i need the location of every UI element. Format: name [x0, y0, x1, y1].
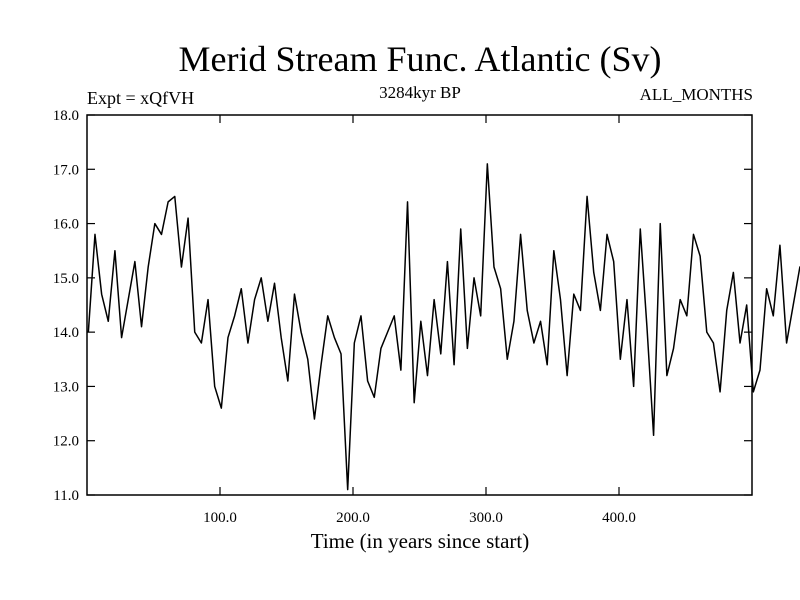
- y-tick-label: 13.0: [53, 379, 79, 395]
- axis-tick-labels: 11.0 12.0 13.0 14.0 15.0 16.0 17.0 18.0 100.0 200…: [53, 108, 636, 526]
- y-tick-label: 12.0: [53, 434, 79, 450]
- axis-ticks: [87, 114, 752, 496]
- period-label: 3284kyr BP: [379, 83, 461, 102]
- plot-frame: [86, 114, 753, 496]
- y-tick-label: 15.0: [53, 271, 79, 287]
- y-tick-label: 17.0: [53, 162, 79, 178]
- x-tick-label: 300.0: [469, 510, 503, 526]
- series-line: [87, 163, 800, 491]
- y-tick-label: 11.0: [53, 488, 79, 504]
- experiment-label: Expt = xQfVH: [87, 88, 194, 108]
- chart-title: Merid Stream Func. Atlantic (Sv): [179, 39, 662, 79]
- x-tick-label: 200.0: [336, 510, 370, 526]
- x-tick-label: 400.0: [602, 510, 636, 526]
- x-axis-label: Time (in years since start): [311, 529, 530, 553]
- x-tick-label: 100.0: [203, 510, 237, 526]
- y-tick-label: 18.0: [53, 108, 79, 124]
- months-label: ALL_MONTHS: [640, 85, 753, 104]
- y-tick-label: 14.0: [53, 325, 79, 341]
- y-tick-label: 16.0: [53, 217, 79, 233]
